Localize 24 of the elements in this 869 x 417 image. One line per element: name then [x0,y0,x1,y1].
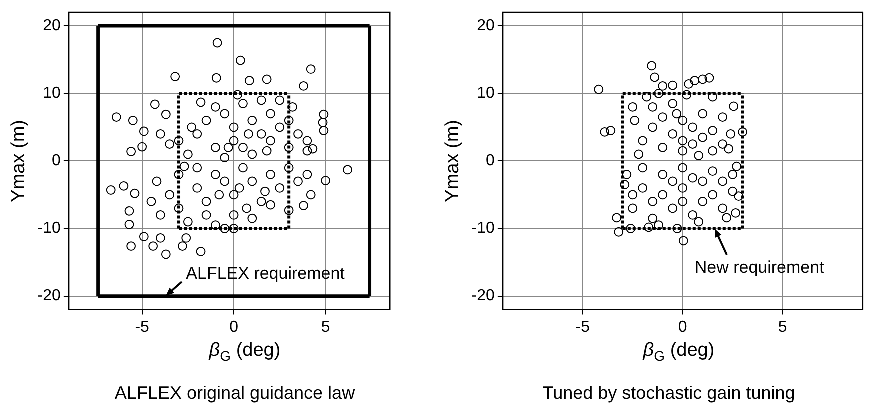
y-tick-label: 10 [477,85,496,102]
annotation: ALFLEX requirement [186,264,345,284]
y-tick-label: -10 [472,220,496,238]
x-axis-title: β$_{G}$ (deg) [208,340,282,364]
y-tick-label: 20 [477,18,496,35]
y-tick-label: 0 [486,152,496,170]
x-tick-label: -5 [135,318,150,336]
text: Tuned by stochastic gain tuning [542,383,796,404]
annotation: New requirement [694,258,824,277]
y-axis-title: Ymax (m) [8,120,30,202]
x-tick-label: 0 [230,318,239,336]
y-tick-label: -10 [38,220,62,238]
x-tick-label: -5 [576,318,590,336]
y-tick-label: 20 [43,18,62,35]
x-tick-label: 5 [778,318,788,336]
y-tick-label: -20 [38,288,62,305]
x-axis-title: β$_{G}$ (deg) [642,340,716,364]
x-tick-label: 5 [321,318,330,336]
y-tick-label: -20 [472,288,496,305]
y-axis-title: Ymax (m) [442,120,464,202]
text: ALFLEX original guidance law [114,383,356,404]
y-tick-label: 0 [52,152,62,170]
y-tick-label: 10 [43,85,62,102]
x-tick-label: 0 [678,318,688,336]
